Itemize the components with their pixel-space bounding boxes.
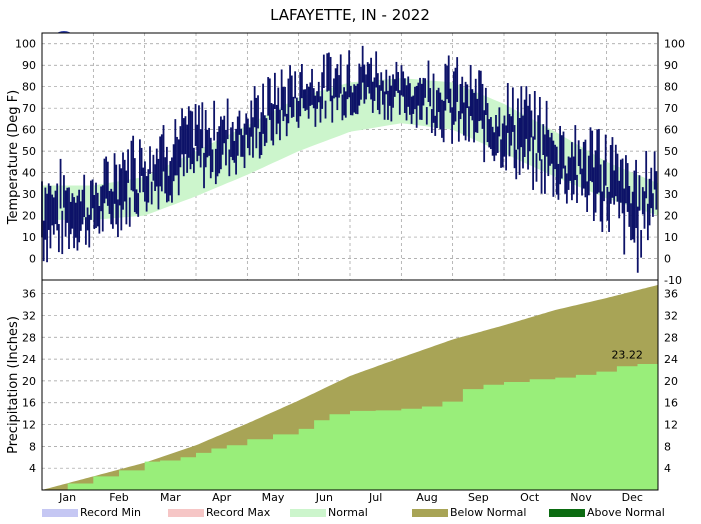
precipitation-tick-label: 28 [22,331,36,344]
month-label: Feb [109,491,128,504]
temperature-panel: 0 10 20 30 40 50 60 70 80 90 100 -10 0 10 20 30 40 50 60 7… [6,32,685,490]
month-label: Mar [160,491,181,504]
month-label: Nov [570,491,592,504]
temperature-tick-label: 100 [15,38,36,51]
temperature-tick-label: 90 [664,59,678,72]
temperature-tick-label: 80 [664,81,678,94]
temperature-tick-label: 100 [664,38,685,51]
legend-swatch [42,509,78,517]
temperature-tick-label: 20 [22,210,36,223]
month-label: Apr [212,491,232,504]
precipitation-tick-label: 20 [664,375,678,388]
month-label: Oct [520,491,540,504]
temperature-tick-label: 10 [664,231,678,244]
temperature-tick-label: 60 [22,124,36,137]
temperature-plot [41,45,658,273]
month-labels: Jan Feb Mar Apr May Jun Jul Aug Sep Oct Nov Dec [58,491,643,504]
legend-label: Below Normal [450,506,526,519]
legend-label: Normal [328,506,368,519]
temperature-y-ticks-right: -10 0 10 20 30 40 50 60 70 80 90 100 [664,38,685,287]
month-label: Sep [468,491,489,504]
temperature-tick-label: 50 [664,145,678,158]
temperature-tick-label: 40 [664,167,678,180]
precipitation-total-annotation: 23.22 [611,348,643,361]
precipitation-tick-label: 12 [22,419,36,432]
legend-swatch [549,509,585,517]
precipitation-tick-label: 8 [664,440,671,453]
temperature-tick-label: 40 [22,167,36,180]
month-label: Jul [368,491,382,504]
precipitation-tick-label: 24 [22,353,36,366]
precipitation-tick-label: 8 [29,440,36,453]
temperature-tick-label: 50 [22,145,36,158]
temperature-tick-label: 20 [664,210,678,223]
legend-swatch [168,509,204,517]
month-label: Jan [58,491,76,504]
temperature-tick-label: 0 [664,253,671,266]
temperature-tick-label: 90 [22,59,36,72]
temperature-y-ticks-left: 0 10 20 30 40 50 60 70 80 90 100 [15,38,36,266]
precipitation-y-ticks-left: 4 8 12 16 20 24 28 32 36 [22,288,36,476]
precipitation-tick-label: 16 [22,397,36,410]
temperature-tick-label: 70 [664,102,678,115]
precipitation-tick-label: 20 [22,375,36,388]
temperature-tick-label: 60 [664,124,678,137]
month-label: Dec [622,491,643,504]
precipitation-tick-label: 24 [664,353,678,366]
precipitation-frame [41,279,659,491]
temperature-tick-label: 30 [664,188,678,201]
legend-item: Above Normal [549,506,665,519]
temperature-tick-label: -10 [664,274,682,287]
precipitation-tick-label: 28 [664,331,678,344]
chart-title: LAFAYETTE, IN - 2022 [270,6,430,24]
temperature-tick-label: 30 [22,188,36,201]
precipitation-y-ticks-right: 4 8 12 16 20 24 28 32 36 [664,288,678,476]
legend-label: Record Max [206,506,271,519]
temperature-tick-label: 10 [22,231,36,244]
precipitation-tick-label: 36 [664,288,678,301]
temperature-tick-label: 70 [22,102,36,115]
temperature-tick-label: 80 [22,81,36,94]
precipitation-tick-label: 12 [664,419,678,432]
precipitation-tick-label: 4 [29,462,36,475]
legend-item: Record Max [168,506,271,519]
precipitation-y-axis-label: Precipitation (Inches) [6,316,21,454]
month-label: May [262,491,285,504]
temperature-tick-label: 0 [29,253,36,266]
precipitation-tick-label: 32 [664,309,678,322]
temperature-y-axis-label: Temperature (Deg F) [6,90,21,226]
precipitation-tick-label: 32 [22,309,36,322]
normal-temperature-band [42,78,658,220]
observed-precipitation-area [42,363,658,490]
precipitation-tick-label: 16 [664,397,678,410]
precipitation-panel: 4 8 12 16 20 24 28 32 36 4 8 12 16 20 24 28 32 36 Precip… [6,279,678,491]
legend-item: Record Min [42,506,141,519]
legend-label: Record Min [80,506,141,519]
month-label: Jun [315,491,333,504]
precipitation-plot [42,284,658,490]
precipitation-tick-label: 4 [664,462,671,475]
month-label: Aug [416,491,437,504]
legend-item: Normal [290,506,368,519]
legend: Record Min Record Max Normal Below Normal Ab… [42,506,665,519]
legend-label: Above Normal [587,506,665,519]
legend-item: Below Normal [412,506,526,519]
legend-swatch [412,509,448,517]
precipitation-tick-label: 36 [22,288,36,301]
legend-swatch [290,509,326,517]
